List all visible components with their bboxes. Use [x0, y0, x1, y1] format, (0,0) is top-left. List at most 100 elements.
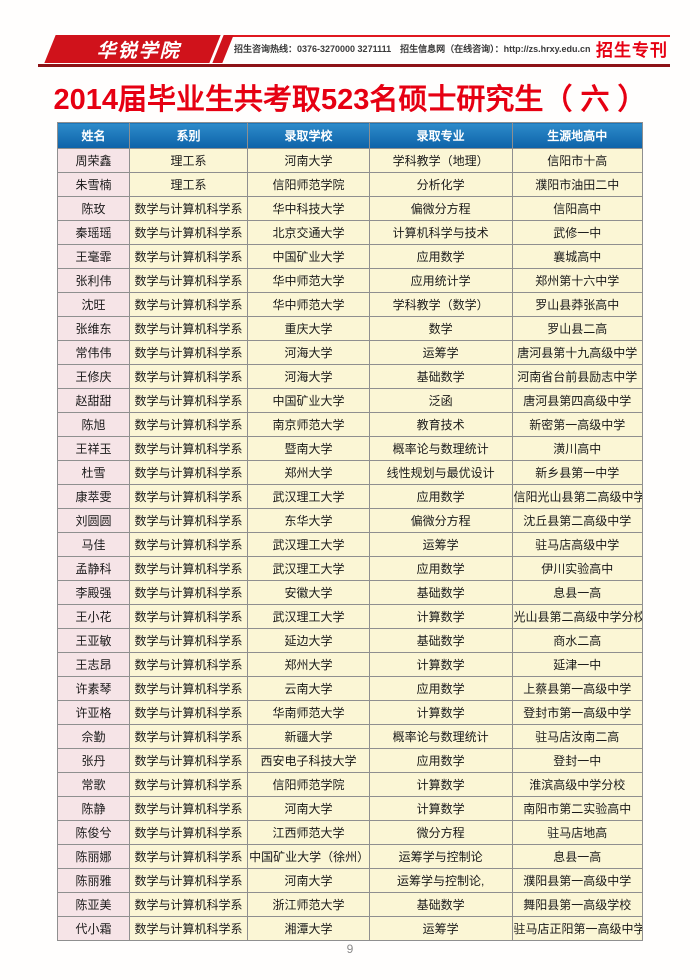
data-cell: 华中师范大学: [247, 292, 370, 317]
data-cell: 登封市第一高级中学: [511, 700, 644, 725]
table-row: 陈亚美 数学与计算机科学系 浙江师范大学 基础数学 舞阳县第一高级学校: [57, 892, 644, 917]
data-cell: 潢川高中: [511, 436, 644, 461]
data-cell: 新乡县第一中学: [511, 460, 644, 485]
data-cell: 驻马店地高: [511, 820, 644, 845]
data-cell: 数学与计算机科学系: [128, 844, 249, 869]
data-cell: 泛函: [368, 388, 513, 413]
table-row: 王亚敏 数学与计算机科学系 延边大学 基础数学 商水二高: [57, 628, 644, 653]
data-cell: 理工系: [128, 172, 249, 197]
data-cell: 舞阳县第一高级学校: [511, 892, 644, 917]
student-name-cell: 秦瑶瑶: [57, 220, 130, 245]
student-name-cell: 王亚敏: [57, 628, 130, 653]
data-cell: 线性规划与最优设计: [368, 460, 513, 485]
data-cell: 数学与计算机科学系: [128, 820, 249, 845]
student-name-cell: 常伟伟: [57, 340, 130, 365]
student-name-cell: 王志昂: [57, 652, 130, 677]
data-cell: 数学与计算机科学系: [128, 196, 249, 221]
data-cell: 郑州大学: [247, 460, 370, 485]
student-name-cell: 张维东: [57, 316, 130, 341]
student-name-cell: 沈旺: [57, 292, 130, 317]
data-cell: 重庆大学: [247, 316, 370, 341]
table-row: 陈丽娜 数学与计算机科学系 中国矿业大学（徐州） 运筹学与控制论 息县一高: [57, 844, 644, 869]
data-cell: 华南师范大学: [247, 700, 370, 725]
table-row: 佘勤 数学与计算机科学系 新疆大学 概率论与数理统计 驻马店汝南二高: [57, 724, 644, 749]
table-row: 王志昂 数学与计算机科学系 郑州大学 计算数学 延津一中: [57, 652, 644, 677]
data-cell: 唐河县第四高级中学: [511, 388, 644, 413]
column-header: 录取学校: [247, 122, 370, 149]
data-cell: 计算数学: [368, 652, 513, 677]
data-cell: 数学与计算机科学系: [128, 220, 249, 245]
data-cell: 应用数学: [368, 556, 513, 581]
data-cell: 罗山县莽张高中: [511, 292, 644, 317]
data-cell: 数学与计算机科学系: [128, 724, 249, 749]
data-cell: 数学与计算机科学系: [128, 868, 249, 893]
data-cell: 应用数学: [368, 676, 513, 701]
data-cell: 华中科技大学: [247, 196, 370, 221]
data-cell: 偏微分方程: [368, 508, 513, 533]
data-cell: 数学与计算机科学系: [128, 316, 249, 341]
student-name-cell: 张丹: [57, 748, 130, 773]
table-row: 张维东 数学与计算机科学系 重庆大学 数学 罗山县二高: [57, 316, 644, 341]
data-cell: 微分方程: [368, 820, 513, 845]
data-cell: 光山县第二高级中学分校: [511, 604, 644, 629]
data-cell: 中国矿业大学: [247, 244, 370, 269]
student-name-cell: 陈丽娜: [57, 844, 130, 869]
data-cell: 河南大学: [247, 868, 370, 893]
college-logo-text: 华锐学院: [96, 39, 181, 61]
data-cell: 数学与计算机科学系: [128, 388, 249, 413]
data-cell: 数学与计算机科学系: [128, 652, 249, 677]
data-cell: 信阳师范学院: [247, 772, 370, 797]
data-cell: 河南大学: [247, 148, 370, 173]
data-cell: 云南大学: [247, 676, 370, 701]
data-cell: 淮滨高级中学分校: [511, 772, 644, 797]
data-cell: 数学与计算机科学系: [128, 556, 249, 581]
student-name-cell: 马佳: [57, 532, 130, 557]
table-row: 常伟伟 数学与计算机科学系 河海大学 运筹学 唐河县第十九高级中学: [57, 340, 644, 365]
data-cell: 数学与计算机科学系: [128, 772, 249, 797]
data-cell: 武汉理工大学: [247, 556, 370, 581]
table-row: 陈丽雅 数学与计算机科学系 河南大学 运筹学与控制论, 濮阳县第一高级中学: [57, 868, 644, 893]
table-header-row: 姓名 系别 录取学校 录取专业 生源地高中: [57, 122, 644, 149]
data-cell: 河南省台前县励志中学: [511, 364, 644, 389]
data-cell: 数学与计算机科学系: [128, 460, 249, 485]
student-name-cell: 陈玫: [57, 196, 130, 221]
data-cell: 数学与计算机科学系: [128, 604, 249, 629]
student-name-cell: 王小花: [57, 604, 130, 629]
data-cell: 南京师范大学: [247, 412, 370, 437]
data-cell: 河海大学: [247, 340, 370, 365]
data-cell: 应用数学: [368, 748, 513, 773]
student-name-cell: 陈旭: [57, 412, 130, 437]
data-cell: 信阳高中: [511, 196, 644, 221]
data-cell: 新疆大学: [247, 724, 370, 749]
data-cell: 沈丘县第二高级中学: [511, 508, 644, 533]
data-cell: 计算数学: [368, 700, 513, 725]
data-cell: 学科教学（地理）: [368, 148, 513, 173]
table-row: 马佳 数学与计算机科学系 武汉理工大学 运筹学 驻马店高级中学: [57, 532, 644, 557]
table-row: 常歌 数学与计算机科学系 信阳师范学院 计算数学 淮滨高级中学分校: [57, 772, 644, 797]
data-cell: 息县一高: [511, 580, 644, 605]
data-cell: 基础数学: [368, 364, 513, 389]
data-cell: 襄城高中: [511, 244, 644, 269]
data-cell: 数学与计算机科学系: [128, 508, 249, 533]
data-cell: 偏微分方程: [368, 196, 513, 221]
data-cell: 西安电子科技大学: [247, 748, 370, 773]
table-row: 张利伟 数学与计算机科学系 华中师范大学 应用统计学 郑州第十六中学: [57, 268, 644, 293]
data-cell: 新密第一高级中学: [511, 412, 644, 437]
data-cell: 郑州大学: [247, 652, 370, 677]
data-cell: 数学与计算机科学系: [128, 700, 249, 725]
student-name-cell: 常歌: [57, 772, 130, 797]
logo-stripe: [209, 34, 224, 63]
data-cell: 概率论与数理统计: [368, 436, 513, 461]
table-row: 刘圆圆 数学与计算机科学系 东华大学 偏微分方程 沈丘县第二高级中学: [57, 508, 644, 533]
data-cell: 数学与计算机科学系: [128, 892, 249, 917]
data-cell: 罗山县二高: [511, 316, 644, 341]
data-cell: 应用统计学: [368, 268, 513, 293]
data-cell: 运筹学: [368, 916, 513, 941]
data-cell: 南阳市第二实验高中: [511, 796, 644, 821]
table-row: 王小花 数学与计算机科学系 武汉理工大学 计算数学 光山县第二高级中学分校: [57, 604, 644, 629]
table-row: 孟静科 数学与计算机科学系 武汉理工大学 应用数学 伊川实验高中: [57, 556, 644, 581]
data-cell: 唐河县第十九高级中学: [511, 340, 644, 365]
data-cell: 计算数学: [368, 772, 513, 797]
student-name-cell: 刘圆圆: [57, 508, 130, 533]
